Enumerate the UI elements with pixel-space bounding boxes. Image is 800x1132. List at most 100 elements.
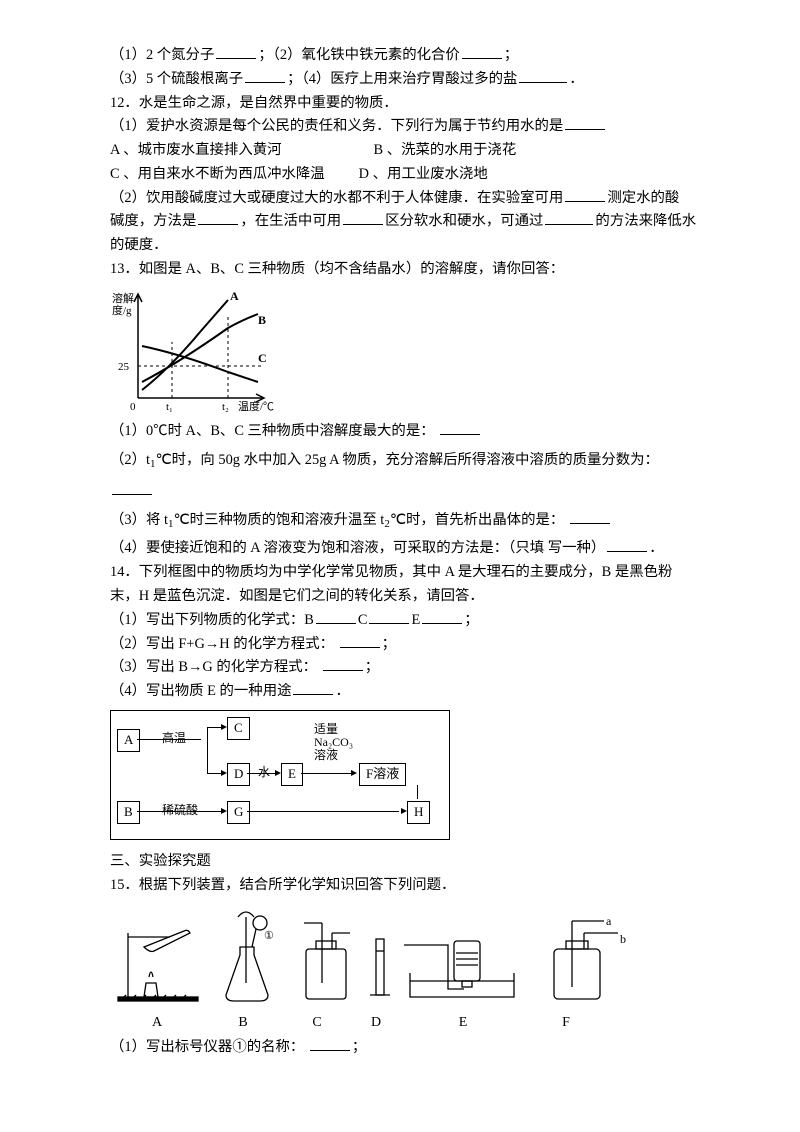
svg-text:t₁: t₁: [166, 401, 173, 413]
node-E: E: [281, 763, 303, 786]
flow-diagram: A B C D E G F溶液 H 高温 水 稀硫酸 适量 Na₂CO₃ 溶液: [110, 710, 450, 840]
txt: E: [411, 612, 420, 628]
txt: （3）将 t: [110, 512, 168, 528]
q15-1: （1）写出标号仪器①的名称： ；: [110, 1036, 702, 1060]
txt: （3）写出 B→G 的化学方程式：: [110, 659, 317, 675]
q12-options-row2: C 、用自来水不断为西瓜冲水降温 D 、用工业废水浇地: [110, 163, 702, 187]
txt: 碱度，方法是: [110, 213, 196, 229]
blank: [340, 633, 380, 648]
txt: 测定水的酸: [607, 190, 679, 206]
txt: ；: [365, 659, 379, 675]
q14-2: （2）写出 F+G→H 的化学方程式： ；: [110, 633, 702, 657]
txt: Na₂CO₃: [314, 735, 353, 749]
blank: [607, 538, 647, 553]
blank: [198, 211, 238, 226]
q12-2c: 的硬度．: [110, 234, 702, 258]
blank: [343, 211, 383, 226]
blank: [316, 609, 356, 624]
q13-4: （4）要使接近饱和的 A 溶液变为饱和溶液，可采取的方法是：（只填 写一种）．: [110, 537, 702, 561]
blank: [310, 1037, 350, 1052]
txt: ；: [464, 612, 478, 628]
q14-3: （3）写出 B→G 的化学方程式： ；: [110, 656, 702, 680]
ytick-25: 25: [118, 361, 130, 373]
label-B: B: [204, 1011, 282, 1034]
q14-head-a: 14．下列框图中的物质均为中学化学常见物质，其中 A 是大理石的主要成分，B 是…: [110, 561, 702, 585]
blank: [293, 680, 333, 695]
txt: （2）写出 F+G→H 的化学方程式：: [110, 636, 334, 652]
q12-2a: （2）饮用酸碱度过大或硬度过大的水都不利于人体健康．在实验室可用测定水的酸: [110, 187, 702, 211]
label-D: D: [352, 1011, 400, 1034]
q12-options-row1: A 、城市废水直接排入黄河 B 、洗菜的水用于浇花: [110, 139, 702, 163]
blank: [565, 116, 605, 131]
blank: [545, 211, 593, 226]
txt: ，在生活中可用: [240, 213, 341, 229]
svg-text:C: C: [258, 351, 267, 365]
txt: ；（4）医疗上用来治疗胃酸过多的盐: [287, 71, 517, 87]
q13-3: （3）将 t1℃时三种物质的饱和溶液升温至 t2℃时，首先析出晶体的是：: [110, 509, 702, 533]
q13-2-blank: [110, 480, 702, 504]
label-C: C: [282, 1011, 352, 1034]
node-B: B: [117, 801, 140, 824]
svg-text:A: A: [230, 289, 239, 303]
q13-head: 13．如图是 A、B、C 三种物质（均不含结晶水）的溶解度，请你回答：: [110, 258, 702, 282]
q11-1-text: （1）2 个氮分子: [110, 47, 214, 63]
svg-text:a: a: [606, 914, 612, 928]
svg-text:B: B: [258, 313, 266, 327]
txt: ；: [504, 47, 518, 63]
txt: （1）写出标号仪器①的名称：: [110, 1039, 304, 1055]
txt: （1）爱护水资源是每个公民的责任和义务．下列行为属于节约用水的是: [110, 118, 563, 134]
optB: B 、洗菜的水用于浇花: [374, 142, 517, 158]
q15-head: 15．根据下列装置，结合所学化学知识回答下列问题．: [110, 874, 702, 898]
txt: 的方法来降低水: [595, 213, 696, 229]
q12-1: （1）爱护水资源是每个公民的责任和义务．下列行为属于节约用水的是: [110, 115, 702, 139]
node-A: A: [117, 729, 140, 752]
svg-text:t₂: t₂: [222, 401, 229, 413]
txt: （3）5 个硫酸根离子: [110, 71, 243, 87]
node-H: H: [407, 801, 430, 824]
txt: （1）写出下列物质的化学式：B: [110, 612, 314, 628]
txt: ℃时，向 50g 水中加入 25g A 物质，充分溶解后所得溶液中溶质的质量分数…: [155, 452, 658, 468]
svg-text:①: ①: [264, 930, 274, 942]
q12-2b: 碱度，方法是，在生活中可用区分软水和硬水，可通过的方法来降低水: [110, 210, 702, 234]
label-A: A: [110, 1011, 204, 1034]
blank: [112, 480, 152, 495]
blank: [323, 657, 363, 672]
q11-line2: （3）5 个硫酸根离子 ；（4）医疗上用来治疗胃酸过多的盐 ．: [110, 68, 702, 92]
node-F: F溶液: [359, 763, 406, 786]
node-C: C: [227, 717, 250, 740]
ylabel: 溶解: [112, 291, 134, 305]
txt: 溶液: [314, 748, 338, 762]
txt: ；: [382, 636, 396, 652]
txt: C: [358, 612, 368, 628]
svg-text:0: 0: [130, 401, 136, 413]
txt: ；（2）氧化铁中铁元素的化合价: [258, 47, 459, 63]
blank: [570, 510, 610, 525]
blank: [369, 609, 409, 624]
blank: [462, 44, 502, 59]
blank: [440, 420, 480, 435]
q14-head-b: 末，H 是蓝色沉淀．如图是它们之间的转化关系，请回答．: [110, 585, 702, 609]
q12-head: 12．水是生命之源，是自然界中重要的物质．: [110, 92, 702, 116]
txt: （4）写出物质 E 的一种用途: [110, 683, 291, 699]
txt: （4）要使接近饱和的 A 溶液变为饱和溶液，可采取的方法是：（只填 写一种）: [110, 540, 605, 556]
node-G: G: [227, 801, 250, 824]
q14-4: （4）写出物质 E 的一种用途．: [110, 680, 702, 704]
blank: [422, 609, 462, 624]
section-3-heading: 三、实验探究题: [110, 850, 702, 874]
q13-1: （1）0℃时 A、B、C 三种物质中溶解度最大的是：: [110, 420, 702, 444]
apparatus-labels: A B C D E F: [110, 1011, 702, 1034]
q13-2: （2）t1℃时，向 50g 水中加入 25g A 物质，充分溶解后所得溶液中溶质…: [110, 449, 702, 473]
blank: [565, 187, 605, 202]
optC: C 、用自来水不断为西瓜冲水降温: [110, 166, 325, 182]
txt: （1）0℃时 A、B、C 三种物质中溶解度最大的是：: [110, 423, 435, 439]
txt: ．: [569, 71, 583, 87]
q14-1: （1）写出下列物质的化学式：B C E ；: [110, 609, 702, 633]
svg-text:度/g: 度/g: [112, 303, 132, 317]
blank: [216, 44, 256, 59]
optD: D 、用工业废水浇地: [359, 166, 488, 182]
label-na2co3: 适量 Na₂CO₃ 溶液: [313, 723, 354, 762]
txt: 适量: [314, 722, 338, 736]
txt: ；: [352, 1039, 366, 1055]
svg-text:温度/℃: 温度/℃: [238, 399, 274, 413]
optA: A 、城市废水直接排入黄河: [110, 142, 282, 158]
